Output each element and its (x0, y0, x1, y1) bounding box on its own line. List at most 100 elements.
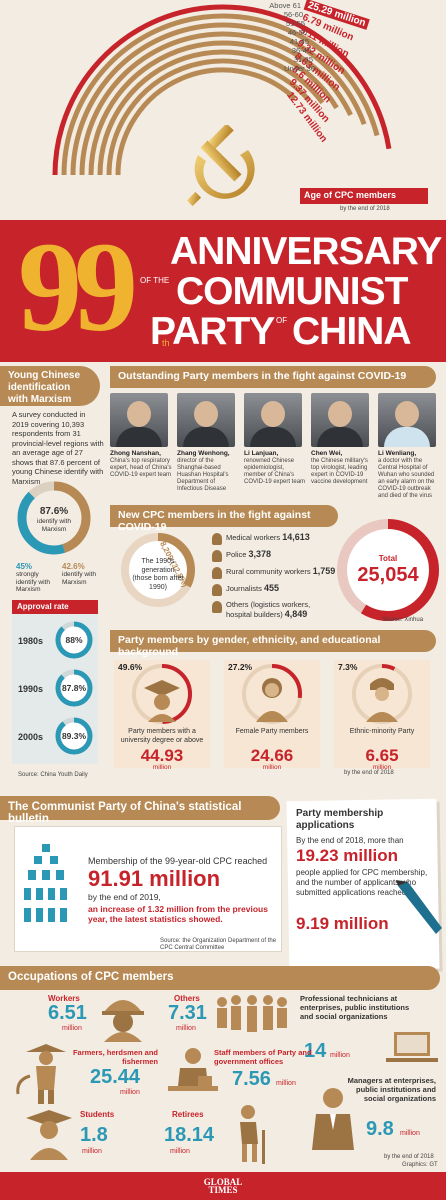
age-arc-2 (70, 22, 367, 176)
person-desc: the Chinese military's top virologist, l… (311, 458, 368, 485)
marxism-identify-label: identify with Marxism (62, 571, 96, 586)
person-photo (311, 393, 369, 447)
global-times-logo: GLOBAL TIMES (203, 1177, 243, 1195)
applications-t2: people applied for CPC membership, and t… (296, 868, 428, 897)
occ-farmers-unit: million (120, 1089, 140, 1096)
marxism-main-label: identify with Marxism (37, 518, 71, 533)
person-desc: director of the Shanghai-based Huashan H… (177, 458, 229, 492)
approval-ring (55, 717, 93, 755)
banner-line1: ANNIVERSARY (170, 230, 442, 273)
approval-pct: 88% (65, 635, 83, 645)
occ-others-label: Others (174, 994, 200, 1003)
gender-label: Female Party members (235, 728, 309, 735)
student-icon (26, 1110, 72, 1160)
age-arc-3 (79, 31, 353, 176)
occ-farmers-value: 25.44 (90, 1066, 141, 1088)
age-arc-5 (97, 49, 325, 176)
age-group-label: Above 61 (269, 1, 301, 10)
newmember-label: Medical workers (226, 533, 283, 542)
banner-line2: COMMUNIST (176, 270, 408, 313)
person-photo (177, 393, 235, 447)
gender-value: 6.65 (365, 746, 399, 765)
person-photo (244, 393, 302, 447)
applications-v1: 19.23 million (296, 846, 399, 865)
gender-value: 24.66 (250, 746, 294, 765)
age-arc-4 (88, 40, 339, 176)
age-title: Age of CPC members (300, 188, 428, 204)
occ-technicians-value: 14 (304, 1040, 327, 1062)
person-name: Zhang Wenhong, (177, 450, 230, 457)
banner-number: 99 (18, 216, 138, 358)
age-group-label: 51-55 (285, 19, 305, 28)
occ-workers-label: Workers (48, 994, 80, 1003)
occupation-person-icon (212, 584, 222, 596)
applications-title: Party membership applications (296, 808, 384, 831)
occ-managers-value: 9.8 (366, 1118, 394, 1140)
banner-line3b: CHINA (292, 310, 411, 353)
occ-managers-label: Managers at enterprises, public institut… (347, 1076, 436, 1103)
approval-decade: 1980s (18, 636, 44, 646)
marxism-donut (17, 481, 91, 555)
ethnic-minority-icon (352, 664, 412, 724)
approval-ring (55, 669, 93, 707)
elderly-icon (240, 1105, 265, 1164)
occupations-note: by the end of 2018 (384, 1154, 434, 1160)
occ-staff-label: Staff members of Party and government of… (214, 1048, 312, 1066)
newmember-value: 1,759 (312, 566, 336, 576)
newmember-value: 14,613 (282, 532, 310, 542)
covid-title: Outstanding Party members in the fight a… (110, 366, 436, 388)
people-pyramid-icon (24, 844, 67, 922)
occ-staff-unit: million (276, 1080, 296, 1087)
newmember-item: Journalists 455 (226, 584, 338, 594)
newmember-value: 3,378 (248, 549, 272, 559)
gender-unit: million (372, 764, 392, 771)
occupations-graphics: Graphics: GT (402, 1162, 438, 1168)
hammer-sickle-icon (186, 125, 255, 207)
total-value: 25,054 (357, 564, 419, 586)
occupations-title: Occupations of CPC members (0, 966, 440, 990)
age-arc-1 (61, 13, 380, 176)
total-label: Total (378, 554, 398, 563)
age-group-label: 46-50 (287, 28, 307, 37)
young-source: Source: China Youth Daily (18, 772, 88, 778)
gender-label: Ethnic-minority Party (349, 728, 415, 735)
bulletin-by: by the end of 2019, (88, 892, 161, 902)
newmember-item: Medical workers 14,613 (226, 533, 338, 543)
age-group-label: 36-40 (291, 46, 311, 55)
newmember-label: Police (226, 550, 249, 559)
occ-students-unit: million (82, 1148, 102, 1155)
manager-icon (312, 1088, 354, 1150)
grad-cap-icon (132, 664, 192, 724)
gender-unit: million (152, 764, 172, 771)
bulletin-source: Source: the Organization Department of t… (160, 938, 277, 951)
age-group-label: 41-45 (289, 37, 309, 46)
total-donut (337, 519, 439, 621)
newmember-label: Others (logistics workers, hospital buil… (226, 600, 311, 619)
occ-students-label: Students (80, 1110, 115, 1119)
age-arc-6 (106, 58, 311, 176)
bulletin-value: 91.91 million (88, 866, 221, 891)
age-group-label: 31-35 (293, 55, 313, 64)
age-group-label: 56-60 (283, 10, 303, 19)
applications-t1: By the end of 2018, more than (296, 836, 404, 845)
age-section: Above 61 25.29 million 56-60 6.79 million 51… (0, 0, 446, 220)
newmember-value: 455 (263, 583, 279, 593)
generation-donut (121, 533, 195, 607)
pen-icon (396, 880, 442, 934)
approval-pct: 89.3% (61, 731, 87, 741)
bulletin-panel (14, 826, 282, 952)
person-desc: China's top respiratory expert, head of … (110, 458, 172, 478)
age-arc-0 (52, 4, 392, 176)
person-photo (110, 393, 168, 447)
banner-th: th (162, 338, 170, 348)
applications-v2: 9.19 million (296, 914, 389, 933)
bulletin-title: The Communist Party of China's statistic… (0, 796, 280, 825)
approval-pct: 87.8% (61, 683, 87, 693)
occ-others-value: 7.31 (168, 1002, 207, 1024)
person-name: Li Lanjuan, (244, 450, 279, 457)
person-name: Chen Wei, (311, 450, 343, 457)
gender-title: Party members by gender, ethnicity, and … (110, 630, 436, 658)
occupation-person-icon (212, 550, 222, 562)
crowd-icon (217, 995, 287, 1032)
newmember-label: Rural community workers (226, 567, 313, 576)
